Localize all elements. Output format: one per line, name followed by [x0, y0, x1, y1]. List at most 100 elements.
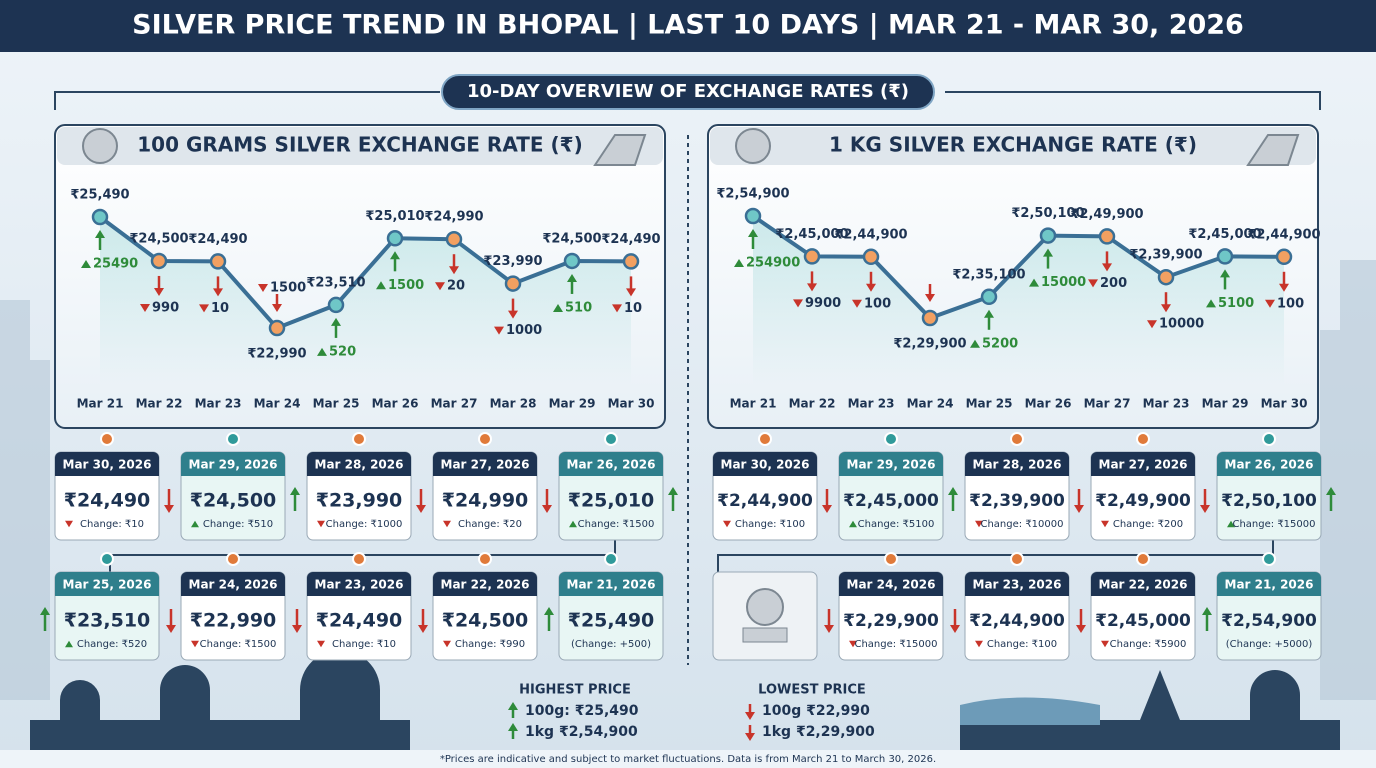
card-header	[433, 572, 537, 596]
coin-icon	[82, 128, 118, 164]
change-label: 15000	[1041, 275, 1086, 290]
chart-header	[57, 127, 663, 165]
value-label: ₹25,490	[70, 188, 129, 203]
title-bar	[0, 0, 1376, 52]
card-change: Change: ₹10	[332, 639, 396, 650]
down-triangle	[443, 520, 451, 528]
value-label: ₹2,54,900	[716, 187, 789, 202]
x-tick-label: Mar 25	[313, 397, 360, 411]
coin-icon	[735, 128, 771, 164]
arrow-head	[290, 487, 300, 495]
down-triangle	[975, 640, 983, 648]
arrow-head	[807, 283, 817, 292]
subtitle-pill	[441, 74, 935, 110]
chart-title: 1 KG SILVER EXCHANGE RATE (₹)	[829, 133, 1197, 157]
arrow-head	[1220, 269, 1230, 278]
change-label: 510	[565, 300, 592, 315]
down-triangle	[258, 284, 268, 292]
change-label: 1500	[388, 278, 424, 293]
arrow-head	[824, 625, 834, 633]
card-badge	[1136, 552, 1150, 566]
x-tick-label: Mar 22	[136, 397, 183, 411]
card-price: ₹2,54,900	[1221, 611, 1317, 631]
down-triangle	[849, 640, 857, 648]
summary-line: 1kg ₹2,29,900	[762, 724, 875, 740]
card-change: Change: ₹10	[80, 519, 144, 530]
point	[862, 248, 880, 266]
arrow-head	[154, 287, 164, 296]
change-label: 10	[211, 301, 229, 316]
down-triangle	[65, 520, 73, 528]
card-change: Change: ₹1500	[578, 519, 655, 530]
x-tick-label: Mar 24	[254, 397, 301, 411]
card-header	[559, 452, 663, 476]
card-header	[965, 572, 1069, 596]
card-badge	[478, 432, 492, 446]
card-connector	[717, 540, 1274, 572]
arrow-head	[1200, 505, 1210, 513]
card-date: Mar 22, 2026	[1099, 578, 1188, 592]
arrow-head	[418, 625, 428, 633]
card-badge	[884, 432, 898, 446]
down-triangle	[494, 326, 504, 335]
arrow-head	[166, 625, 176, 633]
skyline	[0, 260, 1376, 700]
point	[921, 309, 939, 327]
point	[386, 230, 404, 247]
change-label: 100	[1277, 296, 1304, 311]
up-triangle	[81, 260, 91, 268]
card-header	[307, 452, 411, 476]
card-header	[839, 572, 943, 596]
up-triangle	[376, 281, 386, 290]
card-date: Mar 23, 2026	[315, 578, 404, 592]
card-change: Change: ₹1500	[200, 639, 277, 650]
x-tick-label: Mar 23	[1143, 397, 1190, 411]
x-tick-label: Mar 22	[789, 397, 836, 411]
x-tick-label: Mar 27	[1084, 397, 1131, 411]
card-price: ₹2,29,900	[843, 611, 939, 631]
card-header	[181, 452, 285, 476]
point	[327, 296, 345, 314]
chart-header	[710, 127, 1316, 165]
up-triangle	[1227, 520, 1235, 528]
point	[504, 275, 522, 292]
card-price: ₹2,45,000	[843, 491, 939, 511]
card-header	[1217, 572, 1321, 596]
card-header	[181, 572, 285, 596]
page-title: SILVER PRICE TREND IN BHOPAL | LAST 10 D…	[132, 10, 1244, 41]
arrow-head	[1074, 505, 1084, 513]
down-triangle	[1265, 299, 1275, 308]
card-price: ₹23,510	[64, 610, 151, 632]
point	[744, 207, 762, 225]
card-price: ₹2,50,100	[1221, 491, 1317, 511]
value-label: ₹24,490	[601, 232, 660, 247]
up-triangle	[317, 347, 327, 356]
card-badge	[100, 432, 114, 446]
card-date: Mar 22, 2026	[441, 578, 530, 592]
value-label: ₹24,500	[129, 231, 188, 246]
point	[1275, 248, 1293, 266]
value-label: ₹2,49,900	[1070, 207, 1143, 222]
up-triangle	[1206, 299, 1216, 308]
arrow-head	[213, 288, 223, 297]
bar-icon	[742, 627, 788, 643]
arrow-head	[1326, 487, 1336, 495]
card-date: Mar 30, 2026	[721, 458, 810, 472]
up-triangle	[65, 640, 73, 648]
arrow-head	[822, 505, 832, 513]
card-change: Change: ₹15000	[854, 639, 937, 650]
x-tick-label: Mar 27	[431, 397, 478, 411]
card-change: Change: ₹10000	[980, 519, 1063, 530]
card-price: ₹2,49,900	[1095, 491, 1191, 511]
point	[209, 253, 227, 270]
area	[100, 217, 631, 385]
point	[803, 248, 821, 265]
card-badge	[1262, 552, 1276, 566]
card-price: ₹25,010	[568, 490, 655, 512]
footer-bar	[0, 750, 1376, 768]
arrow-head	[745, 712, 755, 720]
x-tick-label: Mar 21	[730, 397, 777, 411]
card-change: Change: ₹200	[1113, 519, 1183, 530]
card-change: Change: ₹15000	[1232, 519, 1315, 530]
